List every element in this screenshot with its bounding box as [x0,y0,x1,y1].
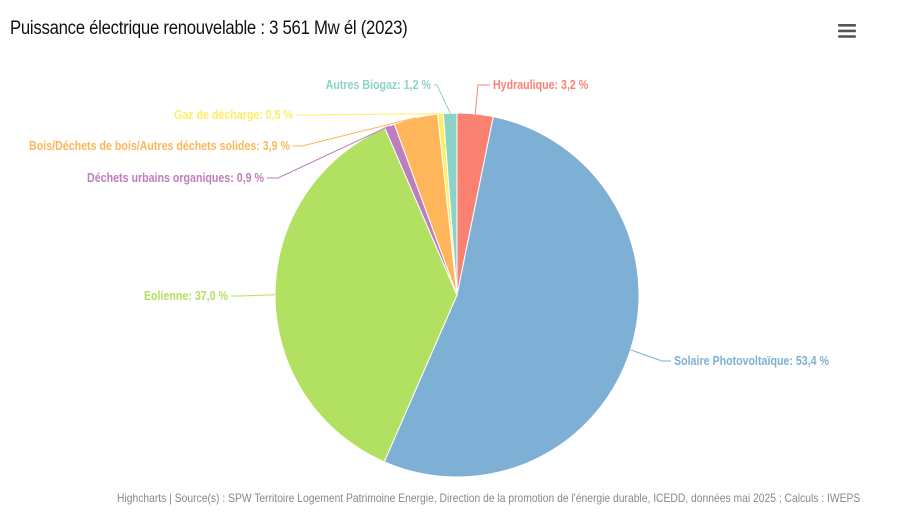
hamburger-menu-icon [838,24,856,38]
data-label-connector [267,125,390,179]
data-label-connector [630,349,671,362]
data-label-connector [293,117,416,147]
data-label: Hydraulique: 3,2 % [493,77,589,92]
chart-credits[interactable]: Highcharts | Source(s) : SPW Territoire … [116,491,860,505]
chart-title: Puissance électrique renouvelable : 3 56… [10,18,408,39]
data-label: Solaire Photovoltaïque: 53,4 % [674,353,829,368]
data-label: Gaz de décharge: 0,5 % [174,107,293,122]
data-label-connector [474,84,490,114]
chart-menu-button[interactable] [832,18,862,44]
data-label: Eolienne: 37,0 % [144,288,228,303]
data-label-connector [231,294,276,297]
pie-slice-solaire-photovolta-que[interactable] [383,116,640,478]
data-label-connector [296,113,441,116]
data-label: Autres Biogaz: 1,2 % [326,77,432,92]
data-label-connector [434,84,451,114]
data-label: Déchets urbains organiques: 0,9 % [87,170,264,185]
data-label: Bois/Déchets de bois/Autres déchets soli… [29,138,290,153]
